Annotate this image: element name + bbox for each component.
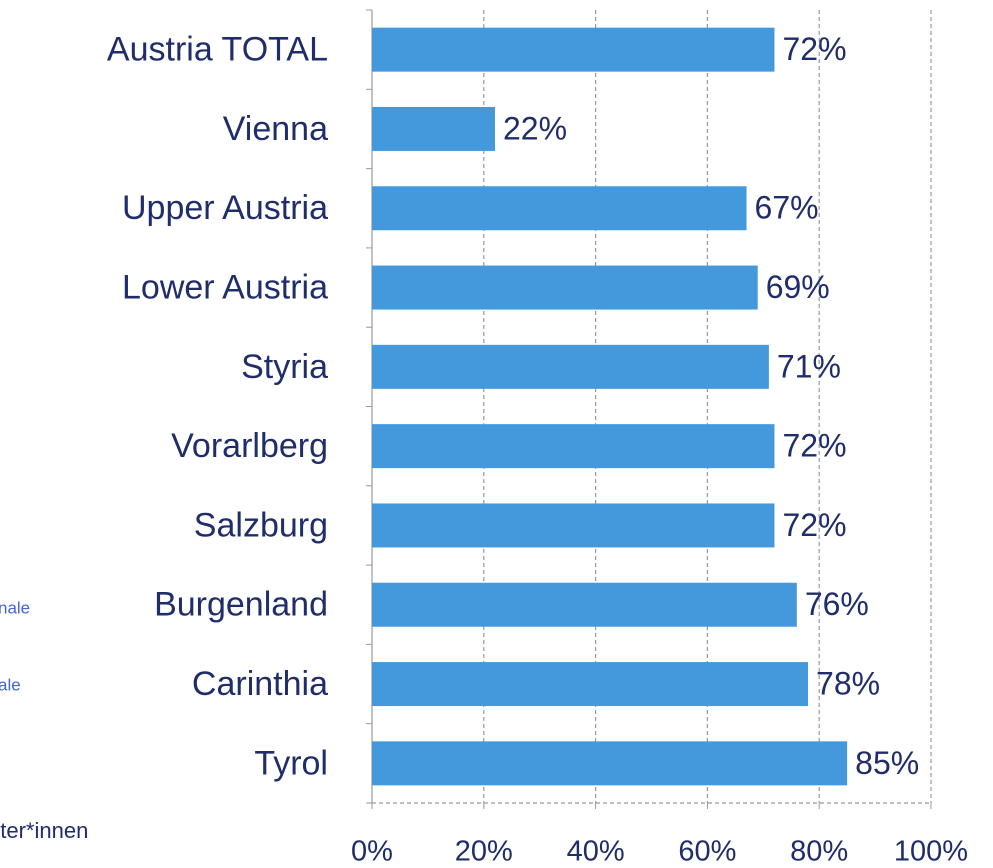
value-label: 85%	[855, 745, 919, 781]
bar	[372, 186, 747, 231]
value-label: 72%	[782, 31, 846, 67]
category-label: Tyrol	[254, 744, 328, 782]
value-label: 71%	[777, 348, 841, 384]
x-tick-label: 0%	[351, 836, 393, 868]
category-label: Upper Austria	[122, 189, 328, 227]
category-label: Vienna	[223, 110, 328, 148]
x-tick-label: 100%	[894, 836, 968, 868]
bar	[372, 503, 775, 548]
x-tick-label: 80%	[790, 836, 848, 868]
x-tick-label: 20%	[455, 836, 513, 868]
x-tick-label: 40%	[567, 836, 625, 868]
category-label: Austria TOTAL	[107, 31, 328, 69]
category-label: Burgenland	[154, 586, 328, 624]
category-label: Salzburg	[194, 506, 328, 544]
value-label: 72%	[782, 507, 846, 543]
bar	[372, 662, 809, 707]
value-label: 67%	[755, 190, 819, 226]
value-label: 72%	[782, 428, 846, 464]
category-label: Lower Austria	[122, 269, 328, 307]
bar	[372, 344, 769, 389]
bar	[372, 741, 848, 786]
bar	[372, 582, 797, 627]
value-label: 78%	[816, 666, 880, 702]
value-label: 69%	[766, 269, 830, 305]
bar	[372, 424, 775, 469]
value-label: 22%	[503, 110, 567, 146]
value-label: 76%	[805, 586, 869, 622]
x-tick-label: 60%	[678, 836, 736, 868]
bar	[372, 265, 758, 310]
category-label: Styria	[241, 348, 328, 386]
category-label: Vorarlberg	[171, 427, 328, 465]
annotation: ale	[0, 675, 21, 694]
bar	[372, 27, 775, 72]
category-label: Carinthia	[192, 665, 328, 703]
bar	[372, 106, 495, 151]
annotation: nale	[0, 598, 30, 617]
